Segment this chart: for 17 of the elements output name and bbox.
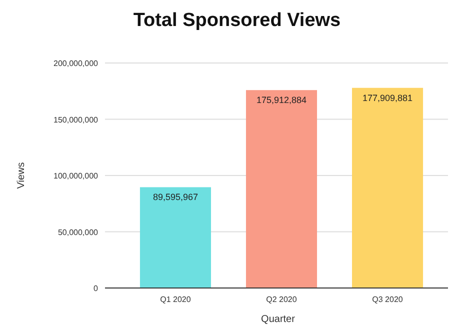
x-tick-label: Q2 2020 — [266, 295, 298, 304]
bar — [352, 88, 424, 288]
chart-title: Total Sponsored Views — [133, 10, 341, 31]
x-axis-title: Quarter — [261, 314, 296, 325]
y-tick-label: 150,000,000 — [54, 115, 99, 124]
y-axis-title: Views — [16, 162, 27, 189]
bar — [140, 187, 211, 288]
x-tick-label: Q1 2020 — [160, 295, 192, 304]
x-tick-label: Q3 2020 — [372, 295, 404, 304]
y-tick-label: 100,000,000 — [54, 172, 99, 180]
y-tick-label: 0 — [94, 284, 99, 293]
bar — [246, 90, 318, 288]
data-label: 175,912,884 — [256, 95, 307, 106]
y-tick-label: 200,000,000 — [54, 59, 99, 68]
y-tick-label: 50,000,000 — [58, 228, 99, 237]
data-label: 89,595,967 — [152, 192, 198, 202]
data-label: 177,909,881 — [362, 92, 413, 103]
